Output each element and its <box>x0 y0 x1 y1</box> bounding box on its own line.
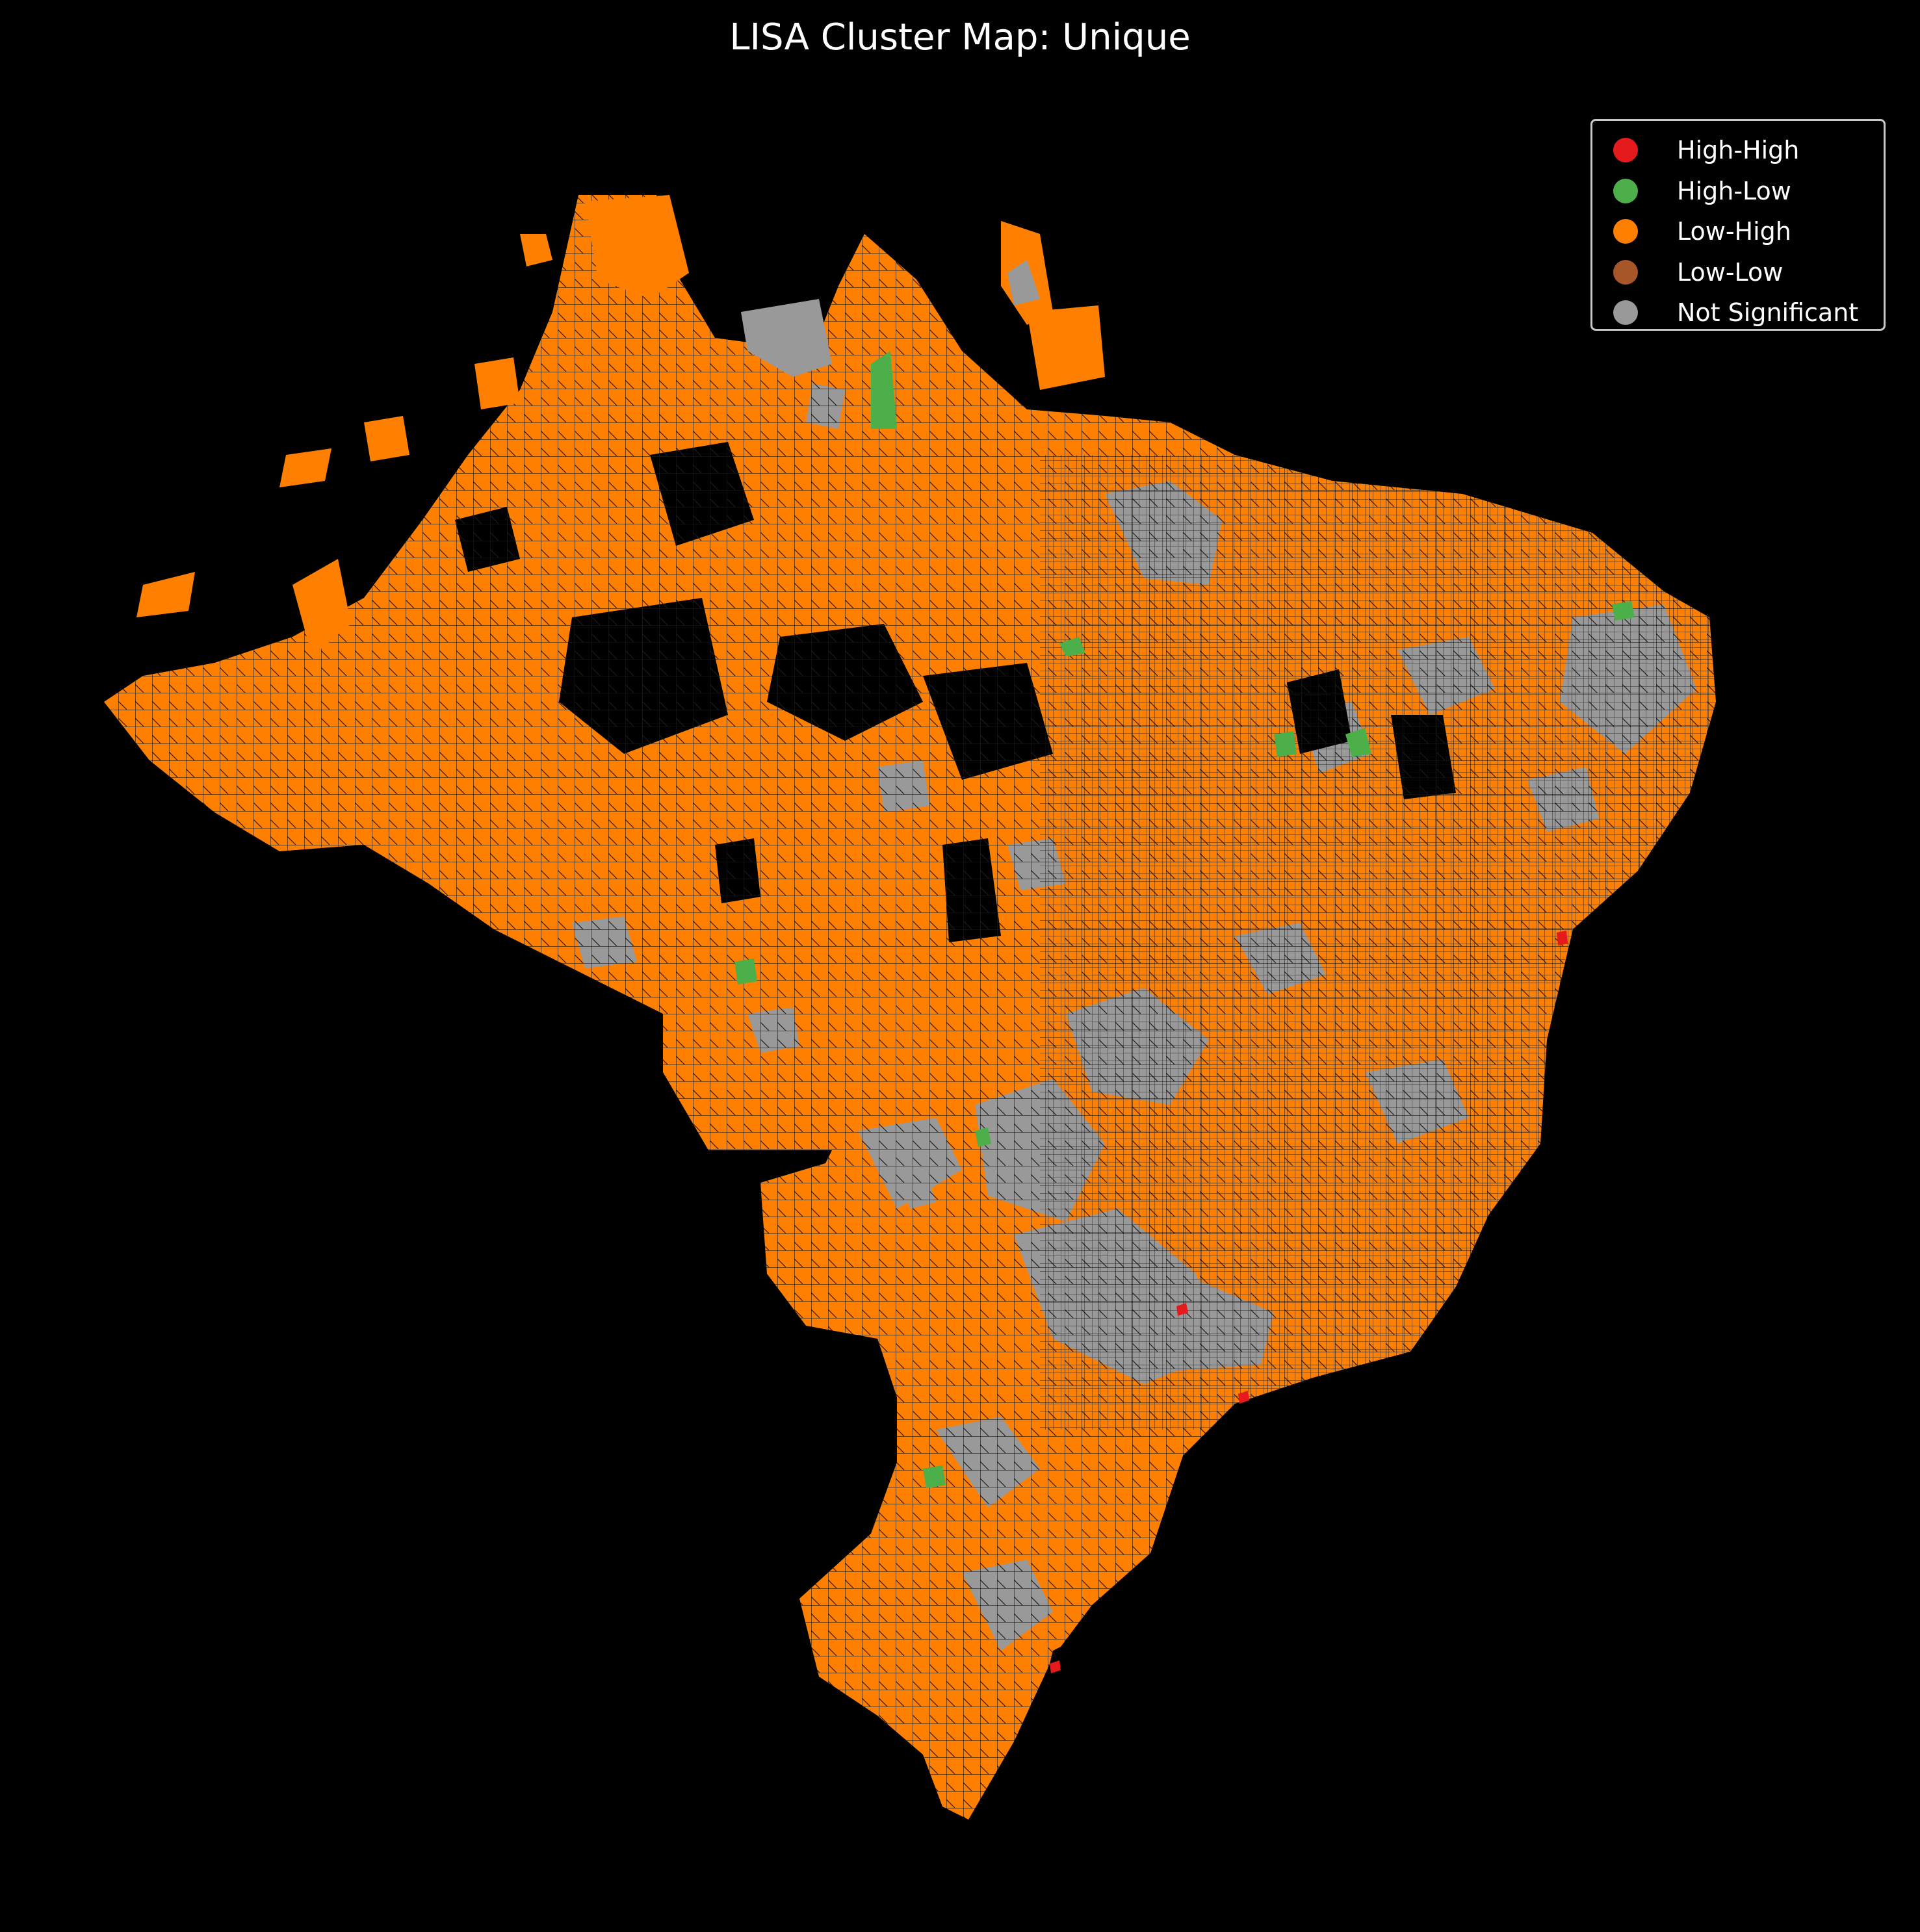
legend-label: Low-Low <box>1677 257 1784 287</box>
legend-label: High-Low <box>1677 176 1791 205</box>
fragment-high-low <box>871 351 897 429</box>
fragment-orange <box>474 357 520 409</box>
fragment-orange <box>279 448 331 487</box>
legend-item-low-low: Low-Low <box>1613 252 1884 293</box>
high-high-marker <box>1613 138 1638 163</box>
northern-fragments <box>136 195 1105 656</box>
legend-item-not-significant: Not Significant <box>1613 292 1884 333</box>
fragment-not-significant <box>741 299 832 377</box>
fragment-orange <box>585 195 689 299</box>
high-high-patches <box>1050 931 1568 1673</box>
legend-item-low-high: Low-High <box>1613 211 1884 252</box>
fragment-orange <box>1027 305 1105 390</box>
map-legend: High-High High-Low Low-High Low-Low Not … <box>1590 119 1886 331</box>
legend-item-high-low: High-Low <box>1613 171 1884 212</box>
map-title: LISA Cluster Map: Unique <box>729 16 1191 58</box>
municipality-boundaries-fine <box>1040 455 1716 1430</box>
not-significant-marker <box>1613 300 1638 326</box>
legend-label: Low-High <box>1677 217 1791 246</box>
fragment-orange <box>292 559 351 656</box>
high-low-patches <box>734 601 1635 1488</box>
low-low-marker <box>1613 259 1638 285</box>
fragment-orange <box>520 234 552 266</box>
fragment-not-significant <box>1007 260 1040 305</box>
legend-label: High-High <box>1677 136 1800 165</box>
legend-label: Not Significant <box>1677 298 1859 328</box>
low-high-marker <box>1613 219 1638 244</box>
high-low-marker <box>1613 178 1638 203</box>
legend-item-high-high: High-High <box>1613 130 1884 171</box>
fragment-orange <box>364 416 409 461</box>
fragment-orange <box>136 572 195 617</box>
